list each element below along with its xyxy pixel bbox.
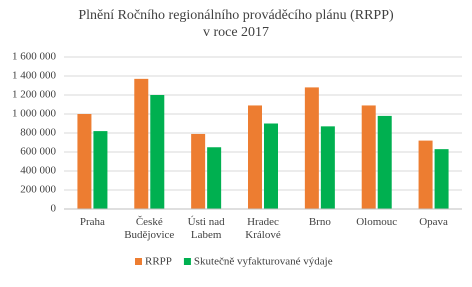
y-tick-label: 800 000 (20, 127, 56, 139)
bar (377, 115, 392, 209)
y-tick-label: 600 000 (20, 146, 56, 158)
bar (304, 87, 319, 209)
y-tick-label: 400 000 (20, 165, 56, 177)
bar (93, 131, 108, 209)
y-tick-label: 1 200 000 (12, 89, 57, 101)
bar (248, 105, 262, 209)
y-tick-label: 200 000 (20, 184, 56, 196)
bar (320, 126, 335, 209)
y-tick-label: 1 400 000 (12, 70, 57, 82)
x-tick-label: Praha (80, 216, 105, 228)
bar (264, 123, 278, 209)
legend-label: RRPP (145, 256, 172, 268)
bar (150, 95, 165, 209)
y-tick-label: 0 (51, 203, 57, 215)
y-tick-label: 1 000 000 (12, 108, 57, 120)
bar (434, 149, 449, 209)
x-tick-label: Hradec Králové (245, 216, 281, 241)
bar (361, 105, 376, 209)
x-tick-label: Olomouc (356, 216, 397, 228)
legend-swatch (135, 258, 142, 265)
bar (134, 78, 149, 209)
x-tick-label: Ústi nad Labem (188, 216, 225, 241)
bar (207, 147, 222, 209)
x-tick-label: České Budějovice (124, 216, 174, 241)
bar (418, 140, 433, 209)
chart-title: Plnění Ročního regionálního prováděcího … (78, 8, 394, 40)
bar (191, 133, 206, 209)
y-tick-label: 1 600 000 (12, 51, 57, 63)
legend-label: Skutečně vyfakturované výdaje (194, 256, 333, 268)
x-tick-label: Brno (309, 216, 332, 228)
legend-swatch (183, 258, 191, 265)
bar (77, 114, 92, 209)
x-tick-label: Opava (419, 216, 448, 228)
